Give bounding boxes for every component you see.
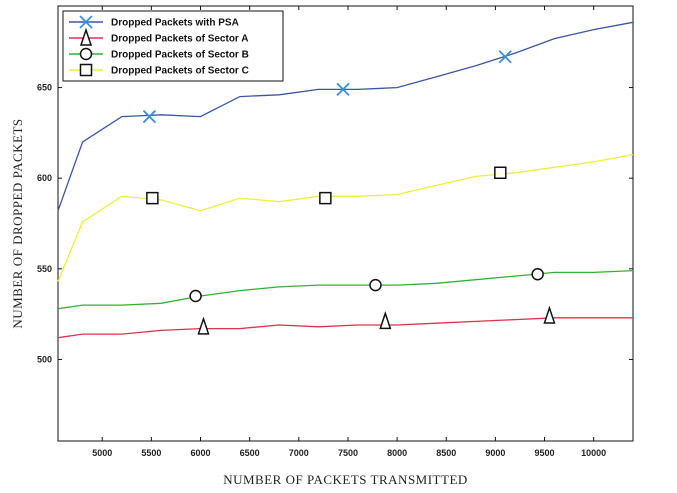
series-line-2 bbox=[57, 269, 634, 310]
data-point-marker-2 bbox=[189, 289, 202, 303]
series-line-0 bbox=[57, 21, 634, 212]
y-axis-title: NUMBER OF DROPPED PACKETS bbox=[10, 118, 25, 328]
series-line-1 bbox=[57, 317, 633, 339]
marker-layer bbox=[142, 50, 556, 335]
tick-layer: 5000 5500 6000 6500 7000 7500 8000 8500 9000 9500… bbox=[37, 6, 633, 458]
legend-marker-1 bbox=[79, 27, 93, 46]
x-tick-label: 7000 bbox=[289, 448, 309, 458]
x-tick-label: 9500 bbox=[535, 448, 555, 458]
legend: Dropped Packets with PSA Dropped Packets … bbox=[62, 10, 284, 82]
plot-area bbox=[57, 5, 634, 442]
data-point-marker-3 bbox=[319, 191, 332, 205]
series-line-3 bbox=[57, 153, 634, 282]
data-point-marker-0 bbox=[498, 50, 512, 64]
x-tick-label: 8500 bbox=[436, 448, 456, 458]
data-point-marker-3 bbox=[146, 191, 159, 205]
data-point-marker-0 bbox=[336, 82, 350, 97]
data-point-marker-0 bbox=[142, 109, 157, 124]
x-tick-label: 10000 bbox=[581, 448, 606, 458]
legend-marker-0-stroke bbox=[79, 15, 93, 29]
x-tick-label: 5500 bbox=[141, 448, 161, 458]
x-axis-title: NUMBER OF PACKETS TRANSMITTED bbox=[223, 472, 468, 487]
y-tick-label: 600 bbox=[37, 173, 52, 183]
x-tick-label: 6500 bbox=[240, 448, 260, 458]
legend-label-3: Dropped Packets of Sector C bbox=[111, 66, 249, 77]
legend-marker-0 bbox=[79, 15, 93, 29]
x-tick-label: 6000 bbox=[191, 448, 211, 458]
legend-marker-3 bbox=[79, 63, 93, 77]
y-tick-label: 500 bbox=[37, 354, 52, 364]
y-tick-label: 550 bbox=[37, 264, 52, 274]
data-point-marker-0-stroke bbox=[498, 50, 512, 64]
data-point-marker-3 bbox=[494, 166, 507, 179]
plot-frame bbox=[57, 5, 634, 442]
legend-label-2: Dropped Packets of Sector B bbox=[111, 50, 249, 61]
x-tick-label: 9000 bbox=[485, 448, 505, 458]
data-point-marker-0-stroke bbox=[336, 82, 350, 97]
x-tick-label: 5000 bbox=[92, 448, 112, 458]
data-point-marker-0-stroke bbox=[142, 109, 157, 124]
data-point-marker-1 bbox=[197, 316, 210, 335]
data-point-marker-1 bbox=[379, 311, 392, 330]
data-point-marker-2 bbox=[531, 268, 544, 281]
legend-label-0: Dropped Packets with PSA bbox=[111, 18, 239, 29]
data-point-marker-2 bbox=[369, 278, 382, 292]
x-tick-label: 7500 bbox=[338, 448, 358, 458]
legend-label-1: Dropped Packets of Sector A bbox=[111, 34, 248, 45]
legend-marker-2 bbox=[79, 47, 93, 61]
y-tick-label: 650 bbox=[37, 83, 52, 93]
x-tick-label: 8000 bbox=[387, 448, 407, 458]
data-point-marker-1 bbox=[543, 305, 556, 324]
